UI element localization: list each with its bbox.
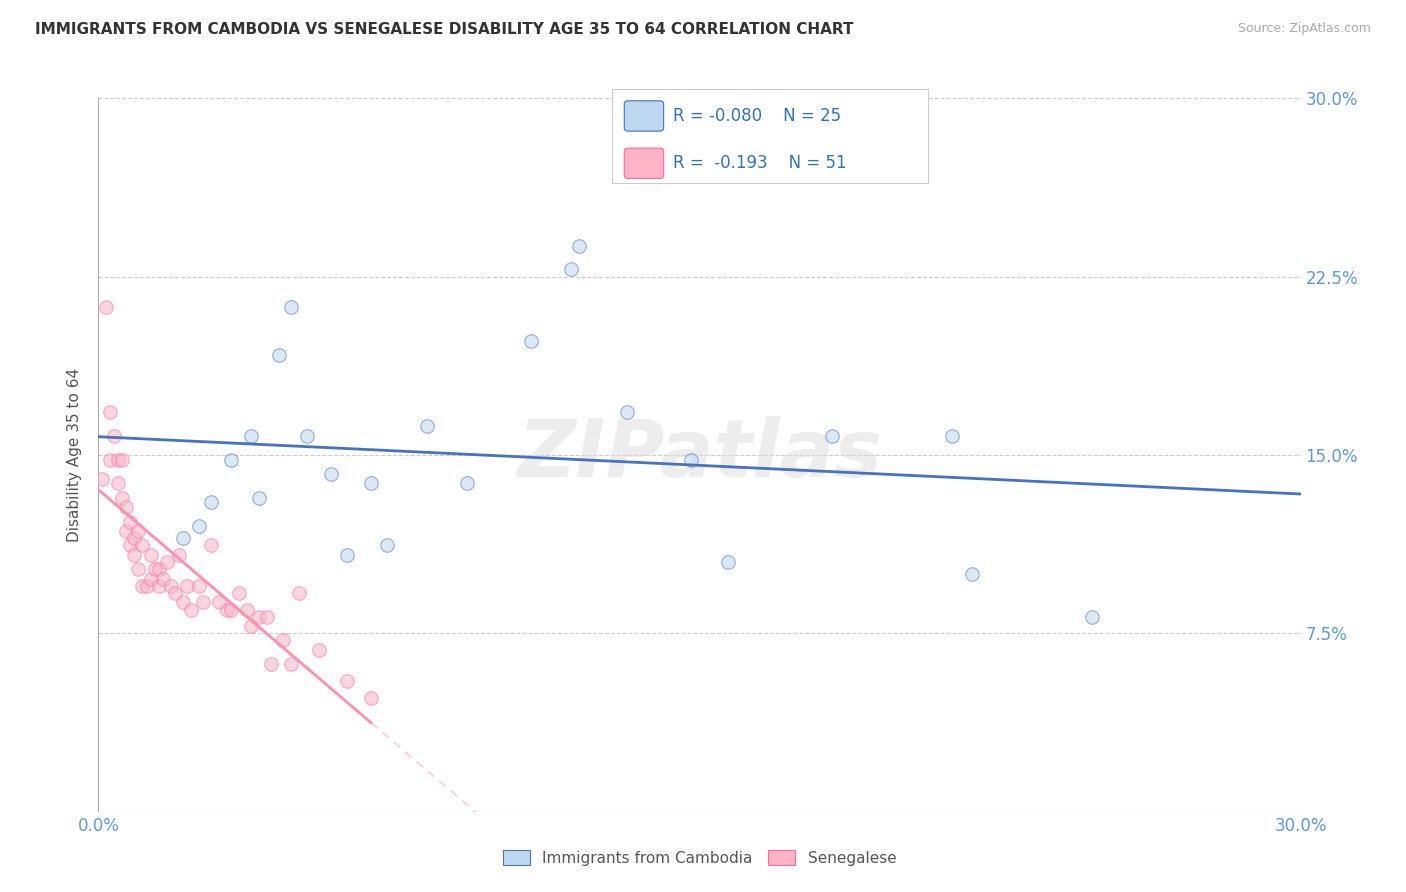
Point [247,609,270,624]
Point [267,348,290,362]
Point [208,595,231,609]
Point [124,531,146,545]
Point [219,602,242,616]
Point [228,586,250,600]
Point [167,548,190,562]
Point [143,562,166,576]
Point [155,555,177,569]
Point [456,476,478,491]
Point [941,429,963,443]
Legend: Immigrants from Cambodia, Senegalese: Immigrants from Cambodia, Senegalese [496,844,903,871]
Point [239,429,262,443]
Point [180,602,202,616]
Point [200,495,222,509]
Point [128,562,150,576]
Point [716,555,738,569]
Point [148,562,170,576]
Point [520,334,543,348]
Point [120,538,142,552]
Point [139,572,162,586]
Point [163,586,186,600]
Point [288,586,311,600]
Point [319,467,342,481]
Text: IMMIGRANTS FROM CAMBODIA VS SENEGALESE DISABILITY AGE 35 TO 64 CORRELATION CHART: IMMIGRANTS FROM CAMBODIA VS SENEGALESE D… [35,22,853,37]
Point [176,579,198,593]
Point [191,595,214,609]
Point [91,472,114,486]
Point [107,476,129,491]
Point [821,429,844,443]
Point [100,452,122,467]
Point [568,238,591,252]
Point [219,452,242,467]
Point [360,690,382,705]
Point [308,643,330,657]
Y-axis label: Disability Age 35 to 64: Disability Age 35 to 64 [67,368,83,542]
Point [200,538,222,552]
Point [187,519,209,533]
Point [681,452,703,467]
Point [360,476,382,491]
Point [172,595,194,609]
Point [336,548,359,562]
Point [139,548,162,562]
Point [239,619,262,633]
Point [235,602,257,616]
Point [135,579,157,593]
Point [159,579,181,593]
Point [375,538,398,552]
Point [115,524,138,538]
Point [120,515,142,529]
Point [128,524,150,538]
Point [960,566,983,581]
Point [187,579,209,593]
Point [131,538,153,552]
Point [107,452,129,467]
Point [152,572,174,586]
Point [336,673,359,688]
Point [280,657,302,672]
Point [416,419,439,434]
Point [215,602,238,616]
Text: Source: ZipAtlas.com: Source: ZipAtlas.com [1237,22,1371,36]
Point [247,491,270,505]
Point [271,633,294,648]
Point [131,579,153,593]
Text: R =  -0.193    N = 51: R = -0.193 N = 51 [673,154,846,172]
Point [111,452,134,467]
Point [96,301,118,315]
Point [260,657,283,672]
Point [560,262,582,277]
Point [111,491,134,505]
Text: ZIPatlas: ZIPatlas [517,416,882,494]
Point [295,429,318,443]
Point [280,301,302,315]
Point [1081,609,1104,624]
Point [148,579,170,593]
Point [256,609,278,624]
Point [115,500,138,515]
Text: R = -0.080    N = 25: R = -0.080 N = 25 [673,107,842,125]
Point [172,531,194,545]
Point [103,429,125,443]
Point [100,405,122,419]
Point [616,405,638,419]
Point [124,548,146,562]
